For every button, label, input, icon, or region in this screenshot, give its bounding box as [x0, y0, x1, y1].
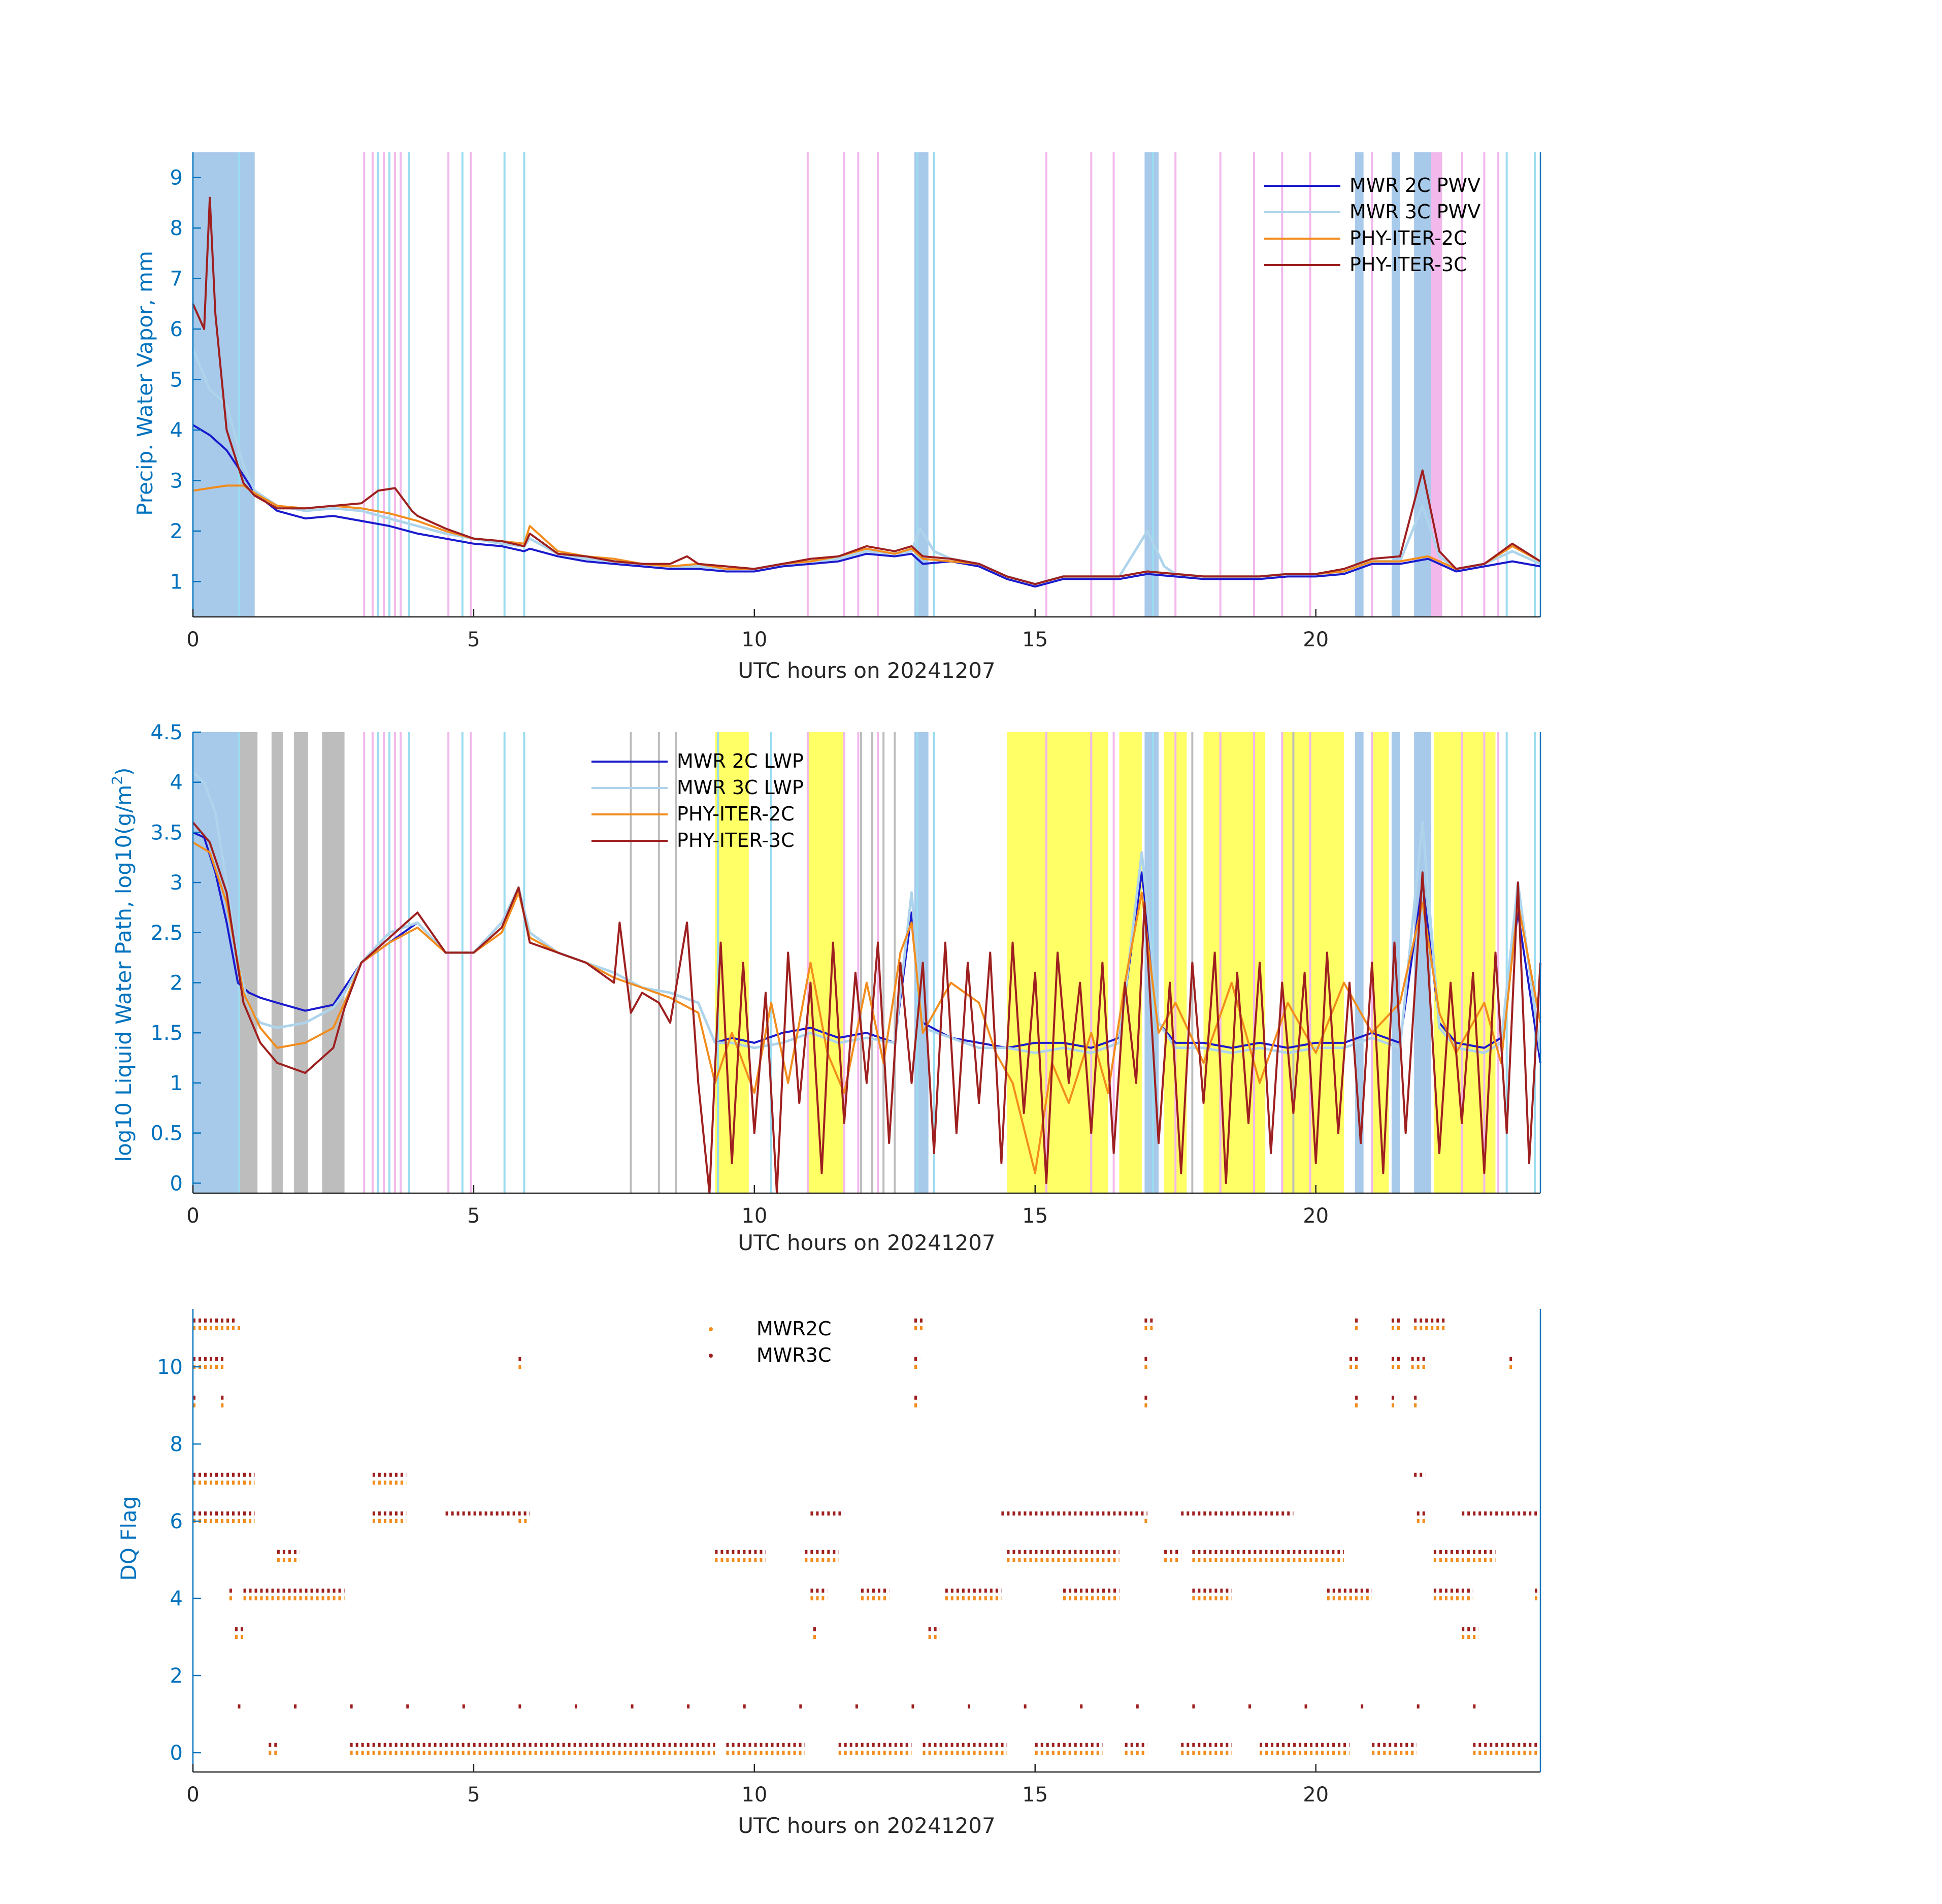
x-tick-label: 5 [467, 1783, 480, 1807]
flag-band-rain [1391, 152, 1400, 617]
y-tick-label: 4 [170, 419, 183, 442]
pwv-series [191, 196, 1541, 588]
dq-x-axis-label: UTC hours on 20241207 [738, 1813, 996, 1838]
pwv-legend: MWR 2C PWV MWR 3C PWV PHY-ITER-2C PHY-ITER-… [1264, 174, 1480, 276]
x-tick-label: 0 [186, 628, 199, 651]
x-tick-label: 5 [467, 628, 480, 651]
lwp-series [192, 771, 1542, 1194]
legend-entry: MWR 2C LWP [677, 750, 804, 772]
x-tick-label: 15 [1022, 628, 1048, 651]
legend-marker [709, 1327, 713, 1331]
lwp-legend: MWR 2C LWP MWR 3C LWP PHY-ITER-2C PHY-ITER-… [591, 750, 804, 851]
legend-entry: MWR3C [756, 1344, 831, 1366]
flag-band-grey [322, 732, 345, 1193]
legend-entry: MWR 3C LWP [677, 776, 804, 799]
series-line-phy-iter-3c [192, 196, 1541, 585]
flag-band-rain [1355, 152, 1364, 617]
legend-entry: PHY-ITER-3C [1349, 253, 1467, 276]
dq-legend: MWR2C MWR3C [709, 1318, 831, 1366]
dq-panel: 0 5 10 15 20 0 2 4 6 8 10 UTC hours on 20241207 DQ… [116, 1309, 1541, 1838]
dq-y-axis-label: DQ Flag [116, 1496, 141, 1581]
lwp-y-axis-label-sup: 2 [109, 776, 125, 785]
x-tick-label: 20 [1303, 1204, 1329, 1228]
x-tick-label: 10 [741, 628, 767, 651]
y-tick-label: 4 [170, 771, 183, 795]
flag-band-rain [1355, 732, 1364, 1193]
y-tick-label: 1 [170, 1072, 183, 1095]
lwp-y-axis-label-main: log10 Liquid Water Path, log10(g/m [111, 785, 136, 1162]
x-tick-label: 10 [741, 1204, 767, 1228]
legend-entry: PHY-ITER-2C [1349, 227, 1467, 249]
flag-band-grey [238, 732, 258, 1193]
series-line-phy-iter-2c [192, 841, 1541, 1174]
y-tick-label: 7 [170, 268, 183, 291]
pwv-x-axis-label: UTC hours on 20241207 [738, 658, 996, 683]
y-tick-label: 3 [170, 469, 183, 493]
legend-entry: MWR 2C PWV [1349, 174, 1480, 196]
y-tick-label: 0.5 [150, 1122, 183, 1145]
lwp-y-axis-label: log10 Liquid Water Path, log10(g/m2) [109, 767, 136, 1162]
lwp-x-axis-label: UTC hours on 20241207 [738, 1230, 996, 1255]
flag-band-yellow [1203, 732, 1266, 1193]
lwp-y-axis-label-tail: ) [111, 767, 136, 775]
x-tick-label: 20 [1303, 1783, 1329, 1807]
x-tick-label: 5 [467, 1204, 480, 1228]
x-tick-label: 15 [1022, 1783, 1048, 1807]
flag-band-rain [193, 152, 255, 617]
y-tick-label: 8 [170, 217, 183, 240]
x-tick-label: 20 [1303, 628, 1329, 651]
legend-entry: MWR2C [756, 1318, 831, 1340]
series-line-mwr-2c-pwv [192, 424, 1541, 588]
flag-band-rain [1144, 152, 1159, 617]
flag-band-rain [1414, 152, 1431, 617]
legend-marker [709, 1354, 713, 1358]
legend-entry: PHY-ITER-2C [677, 803, 795, 825]
y-tick-label: 4 [170, 1587, 183, 1611]
flag-band-rain [193, 732, 238, 1193]
pwv-flag-bands [193, 152, 1536, 617]
lwp-axes: 0 5 10 15 20 0 0.5 1 1.5 2 2.5 3 3.5 4 4.5 [150, 721, 1541, 1228]
y-tick-label: 2 [170, 520, 183, 543]
y-tick-label: 10 [157, 1356, 183, 1379]
y-tick-label: 6 [170, 318, 183, 341]
pwv-y-axis-label: Precip. Water Vapor, mm [133, 251, 157, 516]
y-tick-label: 5 [170, 369, 183, 392]
y-tick-label: 3.5 [150, 821, 183, 844]
lwp-panel: 0 5 10 15 20 0 0.5 1 1.5 2 2.5 3 3.5 4 4.5 UTC hours o… [109, 721, 1542, 1255]
pwv-axes: 0 5 10 15 20 1 2 3 4 5 6 7 8 9 [170, 152, 1541, 651]
y-tick-label: 2 [170, 1664, 183, 1688]
x-tick-label: 0 [186, 1783, 199, 1807]
series-line-phy-iter-3c [192, 822, 1541, 1194]
legend-entry: MWR 3C PWV [1349, 201, 1480, 223]
lwp-flag-bands [193, 732, 1536, 1193]
x-tick-label: 10 [741, 1783, 767, 1807]
y-tick-label: 4.5 [150, 721, 183, 744]
dq-scatter [193, 1318, 1540, 1755]
y-tick-label: 0 [170, 1172, 183, 1195]
y-tick-label: 8 [170, 1433, 183, 1456]
y-tick-label: 2 [170, 971, 183, 995]
dq-axes: 0 5 10 15 20 0 2 4 6 8 10 [157, 1309, 1541, 1807]
flag-band-grey [271, 732, 283, 1193]
y-tick-label: 3 [170, 871, 183, 895]
y-tick-label: 1 [170, 570, 183, 594]
y-tick-label: 2.5 [150, 922, 183, 945]
x-tick-label: 15 [1022, 1204, 1048, 1228]
flag-band-pink [1431, 152, 1442, 617]
x-tick-label: 0 [186, 1204, 199, 1228]
y-tick-label: 9 [170, 167, 183, 190]
y-tick-label: 6 [170, 1510, 183, 1533]
y-tick-label: 0 [170, 1742, 183, 1765]
legend-entry: PHY-ITER-3C [677, 829, 795, 851]
y-tick-label: 1.5 [150, 1022, 183, 1045]
flag-band-grey [294, 732, 308, 1193]
flag-band-yellow [807, 732, 844, 1193]
